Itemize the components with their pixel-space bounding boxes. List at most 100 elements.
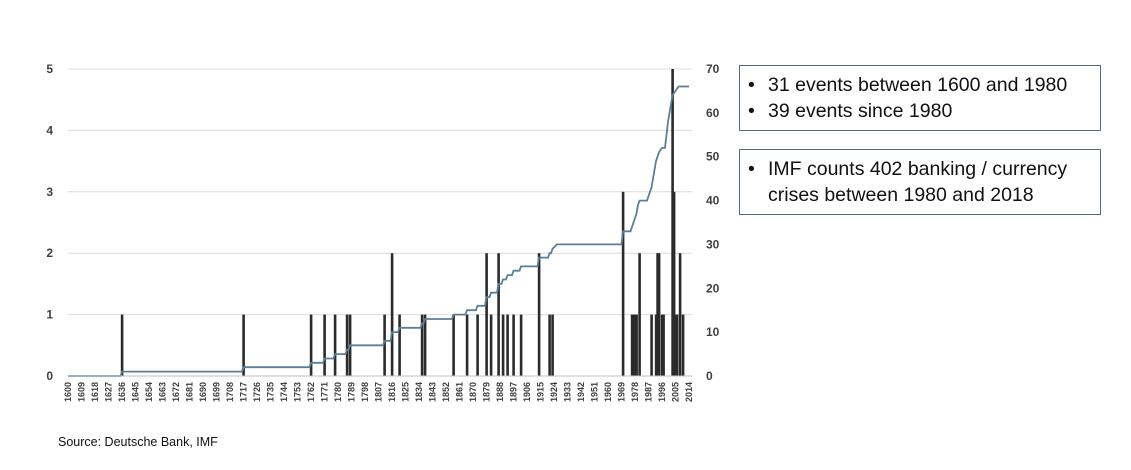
gridlines	[68, 68, 692, 377]
crisis-bar	[630, 314, 634, 376]
x-tick-label: 1807	[374, 382, 384, 402]
summary-item: • 31 events between 1600 and 1980	[740, 72, 1100, 98]
crisis-bar	[657, 253, 661, 376]
x-tick-label: 1609	[77, 382, 87, 402]
imf-note-line: crises between 1980 and 2018	[768, 184, 1034, 206]
x-tick-label: 1996	[657, 382, 667, 402]
x-tick-label: 1636	[117, 382, 127, 402]
crisis-bar	[671, 69, 674, 376]
y-left-tick-label: 2	[46, 246, 53, 260]
crisis-bar	[519, 314, 523, 376]
crisis-bar	[681, 314, 685, 376]
y-right-tick-label: 20	[706, 281, 720, 295]
crisis-bar	[309, 314, 313, 376]
x-tick-label: 1978	[630, 382, 640, 402]
crisis-bar	[654, 314, 658, 376]
crisis-bar	[242, 314, 245, 376]
crisis-bar	[398, 314, 401, 376]
x-tick-label: 1915	[536, 382, 546, 402]
crisis-bar	[497, 253, 500, 376]
x-tick-label: 1798	[360, 382, 370, 402]
x-tick-label: 1942	[576, 382, 586, 402]
x-tick-label: 1852	[441, 382, 451, 402]
y-right-tick-label: 0	[706, 369, 713, 383]
y-left-tick-label: 5	[46, 62, 53, 76]
summary-text: 39 events since 1980	[768, 100, 953, 122]
crisis-bar	[420, 314, 424, 376]
crisis-bar	[662, 314, 665, 376]
x-tick-label: 1771	[320, 382, 330, 402]
crisis-bar	[656, 253, 659, 376]
imf-note-item: • IMF counts 402 banking / currency crises…	[740, 156, 1100, 208]
x-tick-label: 1663	[158, 382, 168, 402]
crisis-bar	[489, 314, 493, 376]
y-left-tick-label: 1	[46, 308, 53, 322]
crisis-bar	[678, 253, 682, 376]
x-tick-label: 1672	[171, 382, 181, 402]
x-tick-label: 1924	[549, 382, 559, 402]
crisis-bar	[423, 314, 427, 376]
x-tick-label: 1888	[495, 382, 505, 402]
x-tick-label: 2014	[684, 382, 694, 402]
crisis-bar	[548, 314, 551, 376]
x-tick-label: 1987	[644, 382, 654, 402]
imf-note-line: IMF counts 402 banking / currency	[768, 158, 1068, 180]
x-tick-label: 1717	[239, 382, 249, 402]
crisis-bar	[638, 253, 641, 376]
x-tick-label: 1897	[509, 382, 519, 402]
y-right-tick-label: 10	[706, 325, 720, 339]
x-tick-label: 1951	[590, 382, 600, 402]
y-right-tick-label: 60	[706, 106, 720, 120]
x-tick-label: 1753	[293, 382, 303, 402]
crisis-bar	[390, 253, 394, 376]
x-tick-label: 1654	[144, 382, 154, 402]
x-tick-label: 1600	[63, 382, 73, 402]
cumulative-line	[68, 85, 689, 377]
bullet: •	[748, 158, 755, 180]
crisis-bar	[501, 314, 505, 376]
crisis-bar	[333, 314, 337, 376]
x-tick-label: 1870	[468, 382, 478, 402]
x-tick-label: 1960	[603, 382, 613, 402]
crisis-bar	[476, 314, 479, 376]
cumulative-events-line	[68, 85, 689, 377]
bullet: •	[748, 100, 755, 122]
y-left-tick-label: 0	[46, 369, 53, 383]
imf-note-box: • IMF counts 402 banking / currency crises…	[739, 149, 1101, 215]
crisis-bar	[323, 314, 326, 376]
x-tick-label: 2005	[671, 382, 681, 402]
x-tick-label: 1708	[225, 382, 235, 402]
x-tick-label: 1681	[185, 382, 195, 402]
x-tick-label: 1969	[617, 382, 627, 402]
crisis-bar	[383, 314, 386, 376]
x-tick-label: 1645	[131, 382, 141, 402]
x-tick-label: 1834	[414, 382, 424, 402]
x-tick-label: 1726	[252, 382, 262, 402]
y-left-tick-label: 3	[46, 185, 53, 199]
crisis-bar	[452, 314, 455, 376]
crisis-bar	[465, 314, 469, 376]
crisis-bar	[672, 191, 676, 376]
crisis-bar	[485, 253, 488, 376]
x-tick-label: 1762	[306, 382, 316, 402]
crisis-bar	[674, 314, 677, 376]
x-tick-label: 1825	[401, 382, 411, 402]
summary-item: • 39 events since 1980	[740, 98, 1100, 124]
y-right-tick-label: 50	[706, 150, 720, 164]
crisis-bar	[345, 314, 349, 376]
crisis-bar	[650, 314, 653, 376]
crisis-bar	[551, 314, 554, 376]
crisis-bar	[621, 191, 625, 376]
crisis-bar	[635, 314, 638, 376]
crisis-bar	[537, 253, 541, 376]
x-tick-label: 1933	[563, 382, 573, 402]
crisis-bar	[512, 314, 515, 376]
crisis-bar	[675, 314, 679, 376]
x-tick-label: 1618	[90, 382, 100, 402]
crisis-bar	[120, 314, 124, 376]
x-tick-label: 1906	[522, 382, 532, 402]
x-tick-label: 1780	[333, 382, 343, 402]
y-right-tick-label: 70	[706, 62, 720, 76]
